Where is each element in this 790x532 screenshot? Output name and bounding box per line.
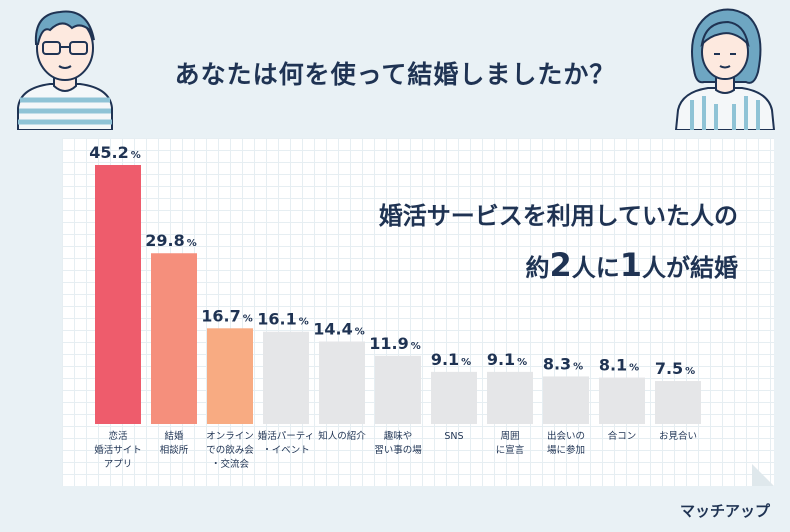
value-unit-6: % bbox=[411, 341, 421, 352]
headline-suffix: 人が結婚 bbox=[642, 254, 738, 282]
value-unit-3: % bbox=[243, 313, 253, 324]
value-unit-2: % bbox=[187, 238, 197, 249]
value-number-5: 14.4 bbox=[313, 319, 352, 338]
value-unit-9: % bbox=[573, 361, 583, 372]
category-label-9: 出会いの場に参加 bbox=[547, 430, 585, 456]
category-label-2: 結婚相談所 bbox=[160, 430, 189, 456]
bar-2 bbox=[151, 253, 197, 424]
value-unit-5: % bbox=[355, 326, 365, 337]
value-label-8: 9.1% bbox=[487, 350, 527, 369]
value-unit-1: % bbox=[131, 150, 141, 161]
category-label-5: 知人の紹介 bbox=[318, 430, 366, 442]
headline-line-2: 約2人に1人が結婚 bbox=[525, 246, 738, 284]
headline-number-1: 1 bbox=[619, 246, 642, 284]
value-number-11: 7.5 bbox=[655, 359, 683, 378]
bar-11 bbox=[655, 381, 701, 424]
value-label-9: 8.3% bbox=[543, 354, 583, 373]
value-unit-11: % bbox=[685, 366, 695, 377]
bar-5 bbox=[319, 341, 365, 424]
value-number-9: 8.3 bbox=[543, 354, 571, 373]
category-label-8: 周囲に宣言 bbox=[496, 431, 525, 456]
value-label-5: 14.4% bbox=[313, 319, 365, 338]
category-label-4: 婚活パーティ・イベント bbox=[258, 430, 314, 456]
value-number-1: 45.2 bbox=[89, 143, 128, 162]
value-label-3: 16.7% bbox=[201, 306, 253, 325]
value-label-7: 9.1% bbox=[431, 350, 471, 369]
value-unit-4: % bbox=[299, 317, 309, 328]
headline-mid: 人に bbox=[571, 254, 620, 282]
bar-4 bbox=[263, 331, 309, 424]
chart-card bbox=[62, 138, 774, 486]
value-number-4: 16.1 bbox=[257, 310, 296, 329]
headline-prefix: 約 bbox=[525, 254, 550, 282]
value-number-2: 29.8 bbox=[145, 231, 184, 250]
category-label-6: 趣味や習い事の場 bbox=[374, 430, 422, 456]
man-illustration bbox=[17, 10, 113, 130]
bar-3 bbox=[207, 328, 253, 424]
value-label-6: 11.9% bbox=[369, 334, 421, 353]
category-label-3: オンラインでの飲み会・交流会 bbox=[206, 431, 254, 470]
category-label-10: 合コン bbox=[608, 430, 637, 442]
value-number-7: 9.1 bbox=[431, 350, 459, 369]
value-label-2: 29.8% bbox=[145, 231, 197, 250]
category-label-11: お見合い bbox=[659, 430, 697, 442]
value-unit-7: % bbox=[461, 357, 471, 368]
headline-number-2: 2 bbox=[549, 246, 572, 284]
headline-line-1: 婚活サービスを利用していた人の bbox=[379, 196, 738, 231]
brand-logo: マッチアップ bbox=[679, 502, 770, 520]
bar-7 bbox=[431, 371, 477, 424]
bar-1 bbox=[95, 165, 141, 424]
value-number-10: 8.1 bbox=[599, 356, 627, 375]
value-label-10: 8.1% bbox=[599, 356, 639, 375]
value-label-4: 16.1% bbox=[257, 310, 309, 329]
value-unit-8: % bbox=[517, 357, 527, 368]
woman-illustration bbox=[674, 8, 776, 130]
value-number-8: 9.1 bbox=[487, 350, 515, 369]
chart-title: あなたは何を使って結婚しましたか？ bbox=[174, 60, 616, 89]
value-number-3: 16.7 bbox=[201, 306, 240, 325]
bar-10 bbox=[599, 377, 645, 424]
category-label-1: 恋活婚活サイトアプリ bbox=[94, 430, 142, 470]
value-unit-10: % bbox=[629, 363, 639, 374]
value-label-11: 7.5% bbox=[655, 359, 695, 378]
category-label-7: SNS bbox=[444, 431, 463, 442]
bar-6 bbox=[375, 355, 421, 424]
headline-text-1: 婚活サービスを利用していた人の bbox=[378, 202, 738, 230]
bar-9 bbox=[543, 376, 589, 424]
value-label-1: 45.2% bbox=[89, 143, 141, 162]
bar-8 bbox=[487, 371, 533, 424]
value-number-6: 11.9 bbox=[369, 334, 408, 353]
page-fold-corner bbox=[752, 464, 774, 486]
